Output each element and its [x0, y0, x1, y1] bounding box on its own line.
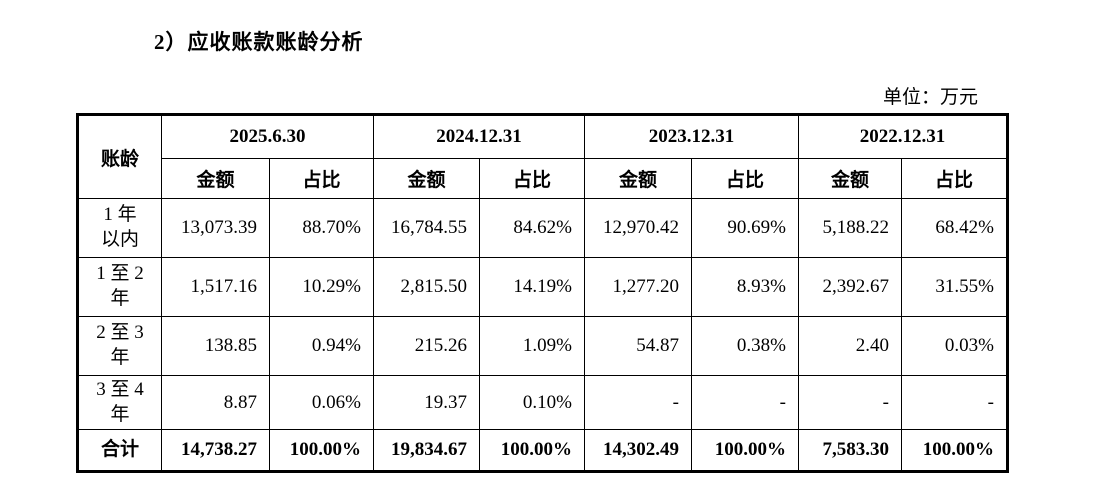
amount-cell: -: [798, 374, 902, 431]
ratio-cell: 100.00%: [479, 429, 585, 473]
amount-cell: 138.85: [161, 316, 270, 376]
amount-cell: 8.87: [161, 374, 270, 431]
amount-cell: 1,277.20: [584, 257, 692, 317]
ratio-cell: 8.93%: [691, 257, 799, 317]
ratio-cell: -: [691, 374, 799, 431]
period-header: 2022.12.31: [798, 114, 1008, 159]
period-header-row: 账龄 2025.6.30 2024.12.31 2023.12.31 2022.…: [77, 114, 1008, 199]
aging-label-line: 2 至 3: [96, 322, 144, 344]
table-row-within-1-year: 1 年 以内 13,073.39 88.70% 16,784.55 84.62%…: [77, 198, 1008, 258]
amount-cell: 7,583.30: [798, 429, 902, 473]
amount-cell: 14,738.27: [161, 429, 270, 473]
ratio-cell: 88.70%: [269, 198, 374, 258]
amount-cell: 16,784.55: [373, 198, 480, 258]
aging-label-line: 年: [110, 347, 130, 368]
amount-header: 金额: [798, 158, 902, 199]
ratio-cell: 100.00%: [901, 429, 1008, 473]
ratio-cell: 90.69%: [691, 198, 799, 258]
ratio-cell: 0.06%: [269, 374, 374, 431]
table-row-2-to-3-years: 2 至 3 年 138.85 0.94% 215.26 1.09% 54.87 …: [77, 316, 1008, 376]
amount-cell: 13,073.39: [161, 198, 270, 258]
ratio-cell: 14.19%: [479, 257, 585, 317]
aging-label-line: 1 年: [103, 204, 137, 226]
amount-cell: 54.87: [584, 316, 692, 376]
ratio-cell: 100.00%: [269, 429, 374, 473]
table-row-3-to-4-years: 3 至 4 年 8.87 0.06% 19.37 0.10% - - - -: [77, 374, 1008, 431]
amount-cell: 19.37: [373, 374, 480, 431]
aging-label: 1 至 2 年: [77, 257, 162, 317]
ratio-cell: 0.94%: [269, 316, 374, 376]
ratio-cell: 68.42%: [901, 198, 1008, 258]
period-header: 2025.6.30: [161, 114, 374, 159]
amount-cell: 19,834.67: [373, 429, 480, 473]
table-row-1-to-2-years: 1 至 2 年 1,517.16 10.29% 2,815.50 14.19% …: [77, 257, 1008, 317]
amount-header: 金额: [584, 158, 692, 199]
amount-cell: 1,517.16: [161, 257, 270, 317]
ratio-cell: 84.62%: [479, 198, 585, 258]
amount-cell: 2,392.67: [798, 257, 902, 317]
amount-cell: 215.26: [373, 316, 480, 376]
aging-column-header: 账龄: [77, 114, 162, 199]
ratio-cell: 31.55%: [901, 257, 1008, 317]
ratio-cell: 0.10%: [479, 374, 585, 431]
aging-label: 1 年 以内: [77, 198, 162, 258]
section-title: 2）应收账款账龄分析: [154, 30, 364, 54]
ratio-cell: 10.29%: [269, 257, 374, 317]
ratio-cell: 0.38%: [691, 316, 799, 376]
aging-label: 2 至 3 年: [77, 316, 162, 376]
period-header: 2024.12.31: [373, 114, 585, 159]
ratio-cell: 100.00%: [691, 429, 799, 473]
ratio-cell: -: [901, 374, 1008, 431]
amount-cell: 5,188.22: [798, 198, 902, 258]
ratio-cell: 1.09%: [479, 316, 585, 376]
ratio-header: 占比: [479, 158, 585, 199]
aging-label-line: 年: [110, 288, 130, 309]
period-header: 2023.12.31: [584, 114, 799, 159]
amount-cell: 14,302.49: [584, 429, 692, 473]
aging-label-line: 以内: [100, 229, 139, 250]
sub-header-row: 金额 占比 金额 占比 金额 占比 金额 占比: [78, 158, 1008, 199]
ratio-header: 占比: [691, 158, 799, 199]
aging-label: 3 至 4 年: [77, 374, 162, 431]
aging-label-line: 年: [110, 403, 130, 425]
ratio-cell: 0.03%: [901, 316, 1008, 376]
amount-cell: -: [584, 374, 692, 431]
table-row-total: 合计 14,738.27 100.00% 19,834.67 100.00% 1…: [77, 429, 1008, 473]
ratio-header: 占比: [901, 158, 1008, 199]
aging-label-line: 3 至 4: [96, 379, 144, 400]
amount-header: 金额: [373, 158, 480, 199]
unit-label: 单位：万元: [882, 87, 978, 108]
amount-header: 金额: [161, 158, 270, 199]
amount-cell: 2,815.50: [373, 257, 480, 317]
amount-cell: 2.40: [798, 316, 902, 376]
total-label: 合计: [77, 429, 162, 473]
amount-cell: 12,970.42: [584, 198, 692, 258]
aging-analysis-table: 账龄 2025.6.30 2024.12.31 2023.12.31 2022.…: [76, 113, 1009, 474]
aging-label-line: 1 至 2: [96, 263, 144, 285]
ratio-header: 占比: [269, 158, 374, 199]
